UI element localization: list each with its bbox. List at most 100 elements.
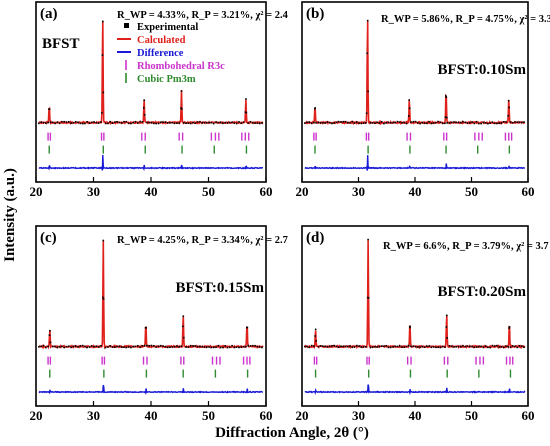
y-axis-title: Intensity (a.u.) [2,168,18,262]
experimental-point [171,121,174,124]
experimental-point [166,346,169,349]
experimental-point [109,120,111,123]
experimental-point [403,121,406,124]
experimental-point [125,346,128,349]
experimental-point [88,346,91,348]
experimental-point [217,344,220,347]
experimental-point [523,121,525,123]
experimental-point [215,121,217,123]
experimental-point [358,122,360,125]
experimental-point [180,90,183,92]
experimental-point [507,100,510,102]
experimental-point [423,346,426,348]
experimental-point [222,346,224,349]
panel-label: (b) [306,6,324,22]
experimental-point [49,121,52,124]
legend-label-phase1: Rhombohedral R3c [137,61,225,72]
x-tick-label: 20 [30,408,43,423]
x-tick-label: 50 [465,184,478,199]
experimental-point [148,121,151,124]
experimental-point [143,107,145,109]
sample-label: BFST:0.10Sm [438,62,527,78]
experimental-point [444,346,446,348]
experimental-point [493,345,496,347]
experimental-point [500,345,503,348]
experimental-point [369,346,372,349]
experimental-point [460,345,462,348]
experimental-point [102,91,105,94]
experimental-point [240,122,243,125]
experimental-point [141,345,144,347]
experimental-point [143,114,146,116]
experimental-point [385,345,387,347]
experimental-point [428,345,430,347]
experimental-point [206,346,208,348]
experimental-point [47,121,49,124]
experimental-point [326,346,329,348]
experimental-point [475,120,478,123]
experimental-point [49,341,52,344]
experimental-point [421,345,424,348]
experimental-point [84,122,86,125]
experimental-point [333,344,335,347]
difference-line [38,384,264,395]
experimental-point [194,122,197,124]
experimental-point [153,122,155,125]
experimental-point [244,111,247,113]
experimental-point [160,344,162,347]
experimental-point [419,122,421,125]
experimental-point [446,116,448,119]
experimental-point [347,121,349,124]
experimental-point [444,116,447,118]
experimental-point [233,346,236,349]
difference-line [304,384,526,396]
experimental-point [242,121,245,123]
experimental-point [192,121,194,124]
refinement-stats: R_WP = 5.86%, R_P = 4.75%, χ² = 3.3 [381,14,550,25]
experimental-point [366,52,368,55]
experimental-point [335,121,338,124]
experimental-point [74,121,77,123]
experimental-point [65,121,68,123]
experimental-point [187,122,190,124]
experimental-point [521,345,523,347]
experimental-point [484,122,487,124]
panel-3: 20 30 40 50 60 (d) R_WP = 6.6%, R_P = 3.79%, χ… [296,225,549,423]
experimental-point [63,120,65,123]
experimental-point [466,345,469,347]
experimental-point [455,121,457,124]
x-tick-label: 20 [296,408,309,423]
experimental-point [45,346,47,349]
experimental-point [342,345,344,348]
experimental-point [247,122,249,124]
experimental-point [518,121,521,123]
experimental-point [310,122,313,125]
experimental-point [130,346,132,349]
experimental-point [333,122,335,124]
experimental-point [116,345,118,348]
panel-0: 20 30 40 50 60 (a) R_WP = 4.33%, R_P = 3.21%, … [30,1,289,199]
experimental-point [247,344,249,347]
plot-frame [301,225,529,407]
experimental-point [134,345,137,348]
experimental-point [380,121,383,123]
x-tick-label: 40 [145,408,158,423]
legend-label-difference: Difference [137,48,184,59]
experimental-point [353,346,356,348]
experimental-point [88,122,91,124]
experimental-point [91,121,93,124]
experimental-point [189,345,192,347]
experimental-point [97,346,100,348]
experimental-point [111,346,114,348]
experimental-point [408,344,410,347]
experimental-point [139,120,141,123]
refinement-stats: R_WP = 6.6%, R_P = 3.79%, χ² = 3.7 [383,241,549,252]
experimental-point [150,344,153,347]
experimental-point [445,326,448,328]
experimental-point [367,297,370,299]
experimental-point [68,121,70,123]
experimental-point [210,346,213,349]
experimental-point [496,122,498,125]
experimental-point [401,346,403,348]
experimental-point [516,121,519,123]
